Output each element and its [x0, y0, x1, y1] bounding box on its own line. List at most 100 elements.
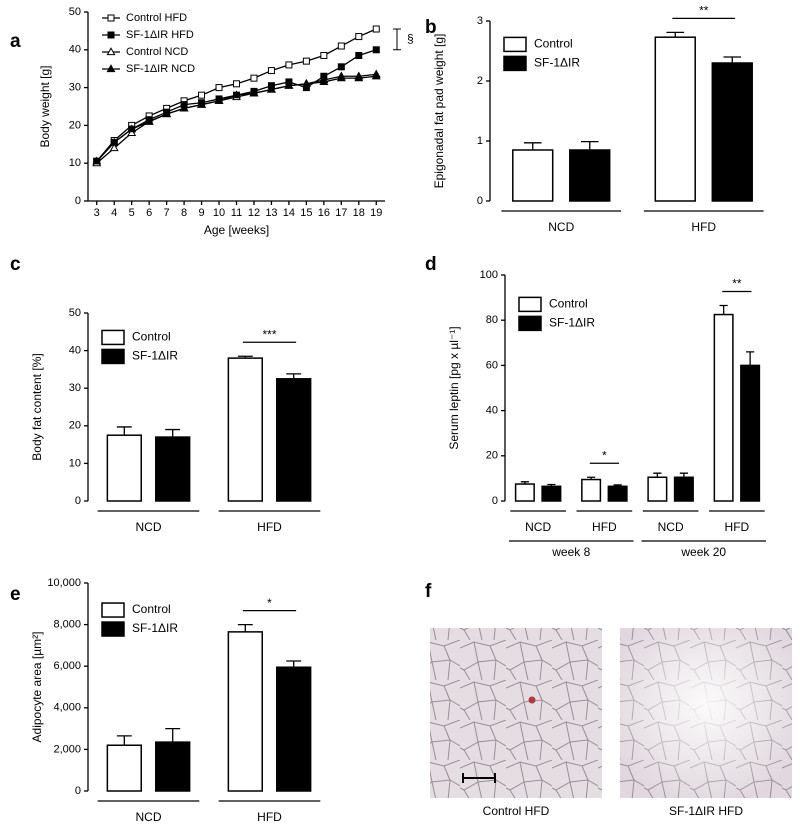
x-tick-label: 9 [198, 207, 204, 219]
panel-letter: f [425, 581, 432, 602]
x-tick-label: 8 [181, 207, 187, 219]
legend-label: SF-1ΔIR [132, 349, 178, 363]
panel-letter: b [425, 17, 437, 38]
chart-panel: d 0 20 40 60 80 100 Serum leptin [pg x µl⁻¹] NCD… [425, 254, 766, 559]
caption: SF-1ΔIR HFD [669, 804, 743, 818]
marker [92, 156, 102, 165]
legend-swatch [101, 348, 125, 365]
panel-letter: a [10, 31, 21, 52]
error-bar [165, 428, 181, 438]
marker [284, 80, 294, 89]
legend-swatch [518, 315, 542, 332]
scale-bar [462, 773, 496, 783]
annotation-bracket [393, 28, 401, 51]
bar [227, 357, 263, 502]
chart-panel: a 0 10 20 30 40 50 Body weight [g] 3 4 5 6 7 8 9 10 11 12… [10, 6, 414, 237]
marker [372, 46, 380, 54]
x-tick-label: HFD [725, 520, 750, 534]
legend-swatch [503, 55, 527, 72]
marker [109, 137, 119, 146]
marker [372, 25, 380, 33]
bar [647, 476, 668, 502]
bar [276, 666, 312, 792]
marker [250, 74, 258, 82]
x-tick-label: NCD [548, 220, 574, 234]
bar [106, 744, 142, 792]
y-tick-label: 0 [75, 495, 81, 507]
bar [713, 313, 734, 502]
marker [267, 67, 275, 75]
group-label: week 20 [680, 545, 726, 559]
panel-letter: e [10, 584, 21, 605]
y-tick-label: 2 [477, 75, 483, 87]
cell [528, 696, 536, 704]
bar [155, 741, 191, 792]
x-tick-label: HFD [257, 520, 282, 534]
marker [127, 128, 137, 137]
marker [106, 47, 116, 56]
x-tick-label: NCD [525, 520, 551, 534]
bar [607, 485, 628, 502]
chart-panel: c 0 10 20 30 40 50 Body fat content [%] NCD HFD **… [10, 254, 321, 534]
marker [106, 64, 116, 73]
x-tick-label: 13 [265, 207, 277, 219]
y-tick-label: 4,000 [53, 702, 81, 714]
marker [266, 84, 276, 93]
x-tick-label: HFD [691, 220, 716, 234]
error-bar [237, 623, 253, 632]
y-tick-label: 40 [69, 345, 81, 357]
y-axis-label: Body weight [g] [38, 65, 52, 147]
y-tick-label: 60 [486, 359, 498, 371]
marker [215, 84, 223, 92]
error-bar [723, 56, 742, 63]
x-tick-label: 14 [283, 207, 295, 219]
legend-label: Control [549, 297, 588, 311]
marker [127, 124, 137, 133]
y-tick-label: 80 [486, 314, 498, 326]
bar [514, 483, 535, 502]
y-tick-label: 20 [69, 420, 81, 432]
marker [301, 79, 311, 87]
legend-label: SF-1ΔIR NCD [126, 63, 195, 75]
legend-label: Control HFD [126, 12, 187, 24]
chart-panel: b 0 1 2 3 Epigonadal fat pad weight [g] NCD HFD… [425, 4, 764, 234]
x-tick-label: NCD [136, 520, 162, 534]
marker [179, 103, 189, 112]
illumination [620, 628, 792, 798]
bar [106, 434, 142, 502]
legend-label: SF-1ΔIR HFD [126, 29, 194, 41]
x-tick-label: 18 [353, 207, 365, 219]
error-bar [580, 140, 599, 150]
y-tick-label: 10,000 [47, 577, 81, 589]
legend-label: SF-1ΔIR [534, 56, 580, 70]
caption: Control HFD [483, 804, 550, 818]
marker [355, 51, 363, 59]
y-tick-label: 6,000 [53, 660, 81, 672]
y-tick-label: 100 [480, 269, 498, 281]
error-bar [116, 426, 132, 436]
legend-swatch [518, 296, 542, 313]
y-tick-label: 0 [477, 195, 483, 207]
y-axis-label: Adipocyte area [µm²] [30, 632, 44, 743]
marker [144, 116, 154, 125]
legend-label: SF-1ΔIR [549, 316, 595, 330]
group-label: week 8 [551, 545, 590, 559]
x-tick-label: 4 [111, 207, 117, 219]
legend-label: SF-1ΔIR [132, 621, 178, 635]
y-tick-label: 20 [69, 119, 81, 131]
bar [512, 149, 554, 202]
marker [337, 42, 345, 50]
y-tick-label: 1 [477, 135, 483, 147]
marker [233, 80, 240, 88]
panel-letter: c [10, 254, 21, 275]
marker [320, 51, 328, 59]
legend-label: Control [132, 330, 171, 344]
error-bar [116, 735, 132, 746]
marker [162, 109, 172, 118]
marker [336, 73, 346, 82]
marker [354, 73, 364, 82]
y-tick-label: 0 [75, 785, 81, 797]
marker [232, 90, 241, 99]
x-tick-label: 12 [248, 207, 260, 219]
